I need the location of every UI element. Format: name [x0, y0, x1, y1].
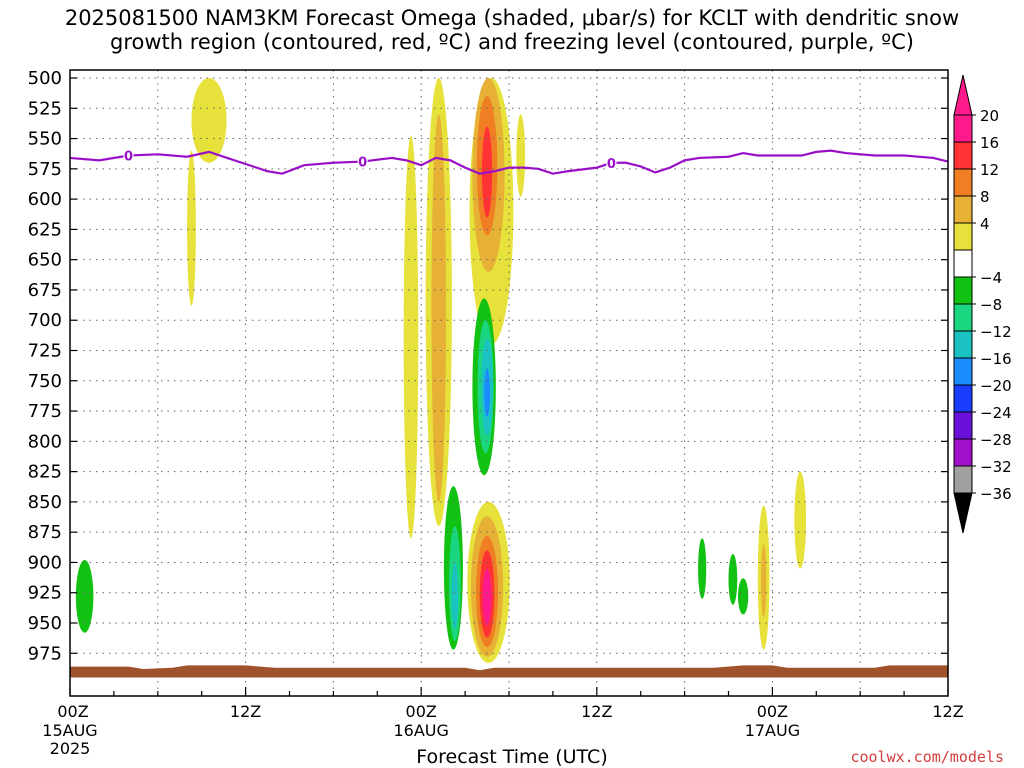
freezing-level-contour: 0 0 0: [69, 147, 949, 175]
omega-region-28: [794, 471, 807, 569]
colorbar-swatch-6: [953, 276, 973, 305]
omega-region-23: [698, 538, 707, 599]
xtick-date-2: 16AUG: [393, 721, 448, 740]
colorbar-label-9: −20: [980, 377, 1012, 395]
ytick-label-700: 700: [28, 310, 62, 331]
colorbar-swatch-0: [953, 114, 973, 143]
colorbar-bottom-arrow: [953, 492, 973, 534]
omega-region-22: [482, 568, 492, 626]
colorbar-label-8: −16: [980, 350, 1012, 368]
ytick-label-500: 500: [28, 68, 62, 89]
terrain-layer: [70, 665, 948, 678]
ytick-label-925: 925: [28, 583, 62, 604]
y-axis: 500 525 550 575 600 625 650 675 700 725 750 775 800 8…: [28, 68, 948, 664]
ytick-label-875: 875: [28, 522, 62, 543]
ytick-label-900: 900: [28, 552, 62, 573]
colorbar-label-1: 16: [980, 134, 999, 152]
colorbar-swatch-9: [953, 357, 973, 386]
colorbar-swatch-3: [953, 195, 973, 224]
colorbar-label-5: −4: [980, 269, 1002, 287]
omega-region-1: [187, 150, 196, 306]
colorbar-swatch-10: [953, 384, 973, 413]
xtick-label-3: 12Z: [581, 702, 612, 721]
omega-region-25: [738, 578, 749, 615]
ytick-label-825: 825: [28, 462, 62, 483]
xtick-label-0: 00Z: [57, 702, 88, 721]
ytick-label-675: 675: [28, 280, 62, 301]
colorbar-label-2: 12: [980, 161, 999, 179]
omega-region-27: [760, 544, 767, 617]
colorbar-label-4: 4: [980, 215, 990, 233]
xtick-label-4: 00Z: [757, 702, 788, 721]
ytick-label-725: 725: [28, 341, 62, 362]
omega-region-24: [728, 553, 738, 605]
freezing-label-bg-1: [357, 153, 368, 169]
xtick-label-1: 12Z: [230, 702, 261, 721]
freezing-level-label-1: 0: [358, 156, 367, 171]
ytick-label-550: 550: [28, 129, 62, 150]
freezing-level-label-2: 0: [607, 157, 616, 172]
x-axis-label: Forecast Time (UTC): [416, 746, 608, 768]
ytick-label-775: 775: [28, 401, 62, 422]
ytick-label-575: 575: [28, 159, 62, 180]
chart-title: 2025081500 NAM3KM Forecast Omega (shaded…: [0, 6, 1024, 54]
colorbar-swatch-13: [953, 465, 973, 494]
colorbar-label-3: 8: [980, 188, 990, 206]
credit-text: coolwx.com/models: [850, 748, 1004, 766]
colorbar-swatch-12: [953, 438, 973, 467]
ytick-label-950: 950: [28, 613, 62, 634]
ytick-label-750: 750: [28, 371, 62, 392]
title-line-2: growth region (contoured, red, ºC) and f…: [110, 30, 914, 54]
colorbar-label-12: −32: [980, 458, 1012, 476]
title-line-1: 2025081500 NAM3KM Forecast Omega (shaded…: [64, 6, 960, 30]
colorbar-swatch-5: [953, 249, 973, 278]
omega-shading-layer: [75, 77, 807, 663]
colorbar-swatch-7: [953, 303, 973, 332]
colorbar-swatch-2: [953, 168, 973, 197]
colorbar-label-7: −12: [980, 323, 1012, 341]
colorbar-swatch-11: [953, 411, 973, 440]
ytick-label-975: 975: [28, 643, 62, 664]
xtick-label-5: 12Z: [932, 702, 963, 721]
freezing-level-line: [69, 149, 949, 175]
freezing-label-bg-2: [606, 154, 617, 170]
ytick-label-525: 525: [28, 98, 62, 119]
colorbar-legend: 20 16 12 8 4 −4 −8 −12 −16 −20 −24 −28 −32 −36: [953, 74, 1012, 534]
colorbar-swatch-1: [953, 141, 973, 170]
xtick-label-2: 00Z: [406, 702, 437, 721]
colorbar-label-0: 20: [980, 107, 999, 125]
colorbar-top-arrow: [953, 74, 973, 116]
omega-region-3: [431, 114, 447, 502]
omega-region-4: [403, 136, 419, 539]
ytick-label-850: 850: [28, 492, 62, 513]
terrain-fill: [70, 665, 948, 678]
freezing-level-label-0: 0: [124, 150, 133, 165]
colorbar-label-10: −24: [980, 404, 1012, 422]
xtick-date-4: 17AUG: [745, 721, 800, 740]
colorbar-label-13: −36: [980, 485, 1012, 503]
ytick-label-800: 800: [28, 431, 62, 452]
xtick-year-0: 2025: [50, 739, 91, 758]
colorbar-swatch-8: [953, 330, 973, 359]
ytick-label-625: 625: [28, 219, 62, 240]
colorbar-label-11: −28: [980, 431, 1012, 449]
colorbar-label-6: −8: [980, 296, 1002, 314]
freezing-label-bg-0: [123, 147, 134, 163]
omega-region-14: [75, 560, 94, 633]
xtick-date-0: 15AUG: [42, 721, 97, 740]
ytick-label-650: 650: [28, 250, 62, 271]
omega-region-13: [484, 368, 490, 418]
omega-region-9: [516, 114, 526, 197]
omega-region-0: [191, 78, 227, 163]
ytick-label-600: 600: [28, 189, 62, 210]
omega-region-17: [451, 562, 459, 630]
colorbar-swatch-4: [953, 222, 973, 251]
